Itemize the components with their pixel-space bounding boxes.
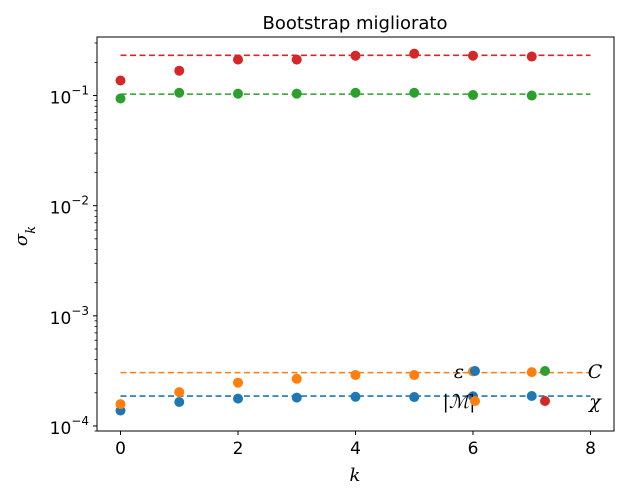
y-axis: 10−410−310−210−1 [50,42,97,439]
point-series-3-1 [174,65,185,76]
point-series-1-2 [233,377,243,388]
point-series-3-4 [350,50,361,61]
point-series-3-6 [468,50,478,61]
y-axis-title-subscript: k [24,226,39,234]
x-tick-label-4: 8 [585,439,596,459]
point-series-3-7 [526,51,537,62]
legend-marker-0 [470,366,480,376]
legend-marker-3 [540,396,550,406]
point-series-2-0 [115,93,126,104]
chart-title: Bootstrap migliorato [263,13,448,34]
y-tick-label-0: 10−4 [50,414,89,439]
y-tick-label-1: 10−3 [50,304,89,329]
legend-marker-2 [470,396,480,406]
x-tick-label-0: 0 [115,439,126,459]
point-series-0-4 [350,391,361,402]
legend-label-1: C [588,361,603,383]
point-series-0-7 [526,391,537,402]
point-series-1-4 [350,370,361,381]
legend-label-2: |ℳ| [442,391,475,413]
y-tick-label-2: 10−2 [50,194,89,219]
x-tick-label-1: 2 [233,439,244,459]
plot-background [97,37,614,431]
x-tick-label-3: 6 [468,439,479,459]
y-axis-title-main: σ [11,233,32,246]
legend-label-0: ε [454,361,464,383]
y-tick-label-base-1: 10 [50,309,72,329]
point-series-2-3 [291,88,302,99]
point-series-1-5 [409,370,420,381]
point-series-0-5 [409,392,420,403]
point-series-2-4 [350,87,361,98]
legend: ε C |ℳ| χ [442,361,602,413]
y-tick-label-3: 10−1 [50,84,89,109]
x-tick-label-2: 4 [350,439,361,459]
y-tick-label-exp-0: −4 [71,414,89,428]
data-points [115,48,537,416]
point-series-1-0 [115,399,126,410]
reference-lines [120,54,591,397]
x-axis: 0 2 4 6 8 [115,431,596,459]
point-series-2-6 [468,90,478,101]
legend-label-3: χ [587,391,602,413]
point-series-2-2 [233,88,243,99]
point-series-0-1 [174,397,185,408]
y-tick-label-exp-1: −3 [71,304,89,318]
legend-marker-1 [540,366,550,376]
point-series-3-0 [115,75,126,86]
point-series-2-5 [409,87,420,98]
point-series-0-2 [233,393,243,404]
y-tick-label-base-2: 10 [50,199,72,219]
y-axis-title: σk [11,226,39,246]
point-series-1-7 [526,367,537,378]
point-series-3-2 [233,54,243,65]
point-series-2-7 [526,90,537,101]
point-series-3-5 [409,48,420,59]
x-axis-title: k [350,465,361,486]
point-series-1-1 [174,387,185,398]
y-tick-label-exp-2: −2 [71,194,89,208]
y-tick-label-base-0: 10 [50,419,72,439]
point-series-0-3 [291,392,302,403]
point-series-2-1 [174,87,185,98]
point-series-3-3 [291,54,302,65]
point-series-1-3 [291,373,302,384]
y-tick-label-base-3: 10 [50,89,72,109]
y-tick-label-exp-3: −1 [71,84,89,98]
